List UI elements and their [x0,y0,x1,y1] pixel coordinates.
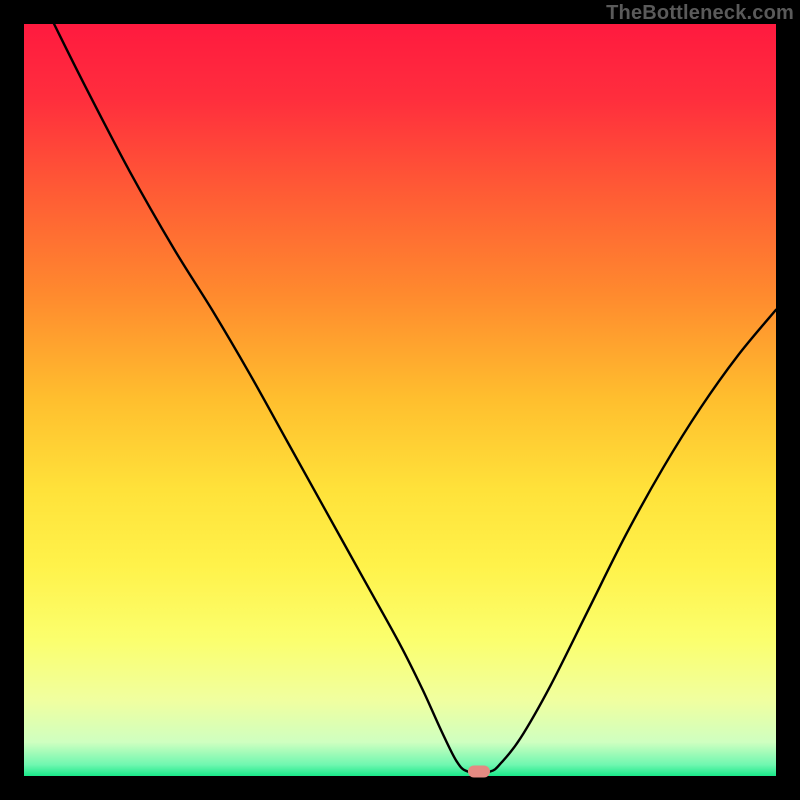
optimum-marker [468,765,490,777]
bottleneck-chart: TheBottleneck.com [0,0,800,800]
chart-svg [0,0,800,800]
watermark-text: TheBottleneck.com [606,2,794,25]
gradient-background [24,24,776,776]
